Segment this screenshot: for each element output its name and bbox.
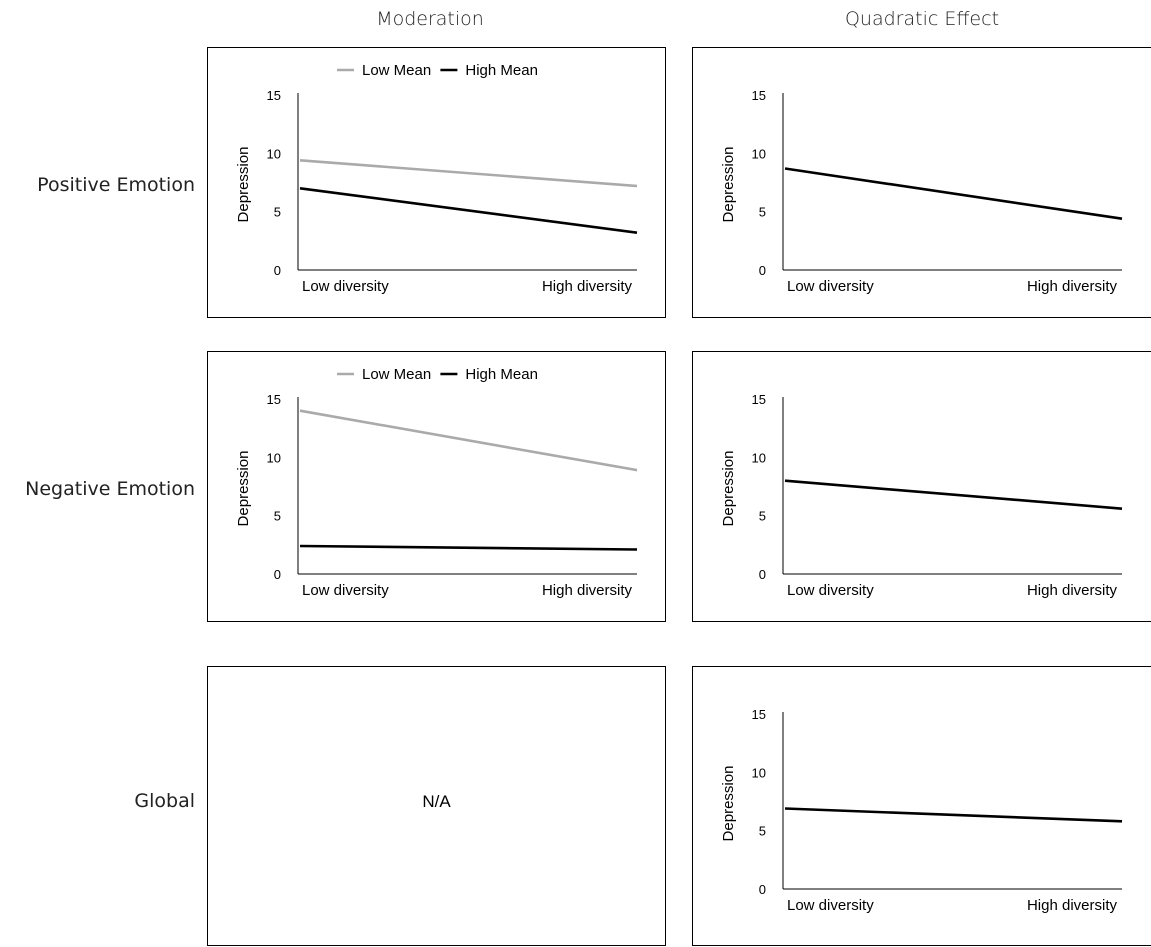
y-tick-label: 10 xyxy=(752,450,766,465)
series-line-fit xyxy=(784,167,1123,220)
y-tick-label: 5 xyxy=(274,509,281,524)
x-tick-label: Low diversity xyxy=(302,582,389,599)
y-tick-label: 0 xyxy=(274,263,281,278)
x-tick-label: Low diversity xyxy=(787,897,874,914)
x-tick-label: High diversity xyxy=(542,278,633,295)
chart-negative-quadratic: 0 5 10 15 Depression Low diversity High divers… xyxy=(720,392,1123,599)
x-tick-label: Low diversity xyxy=(787,582,874,599)
y-tick-label: 5 xyxy=(759,824,766,839)
y-tick-label: 10 xyxy=(267,146,281,161)
panel-global-moderation: N/A xyxy=(207,666,666,946)
y-axis-label: Depression xyxy=(720,147,737,223)
series-line-fit xyxy=(784,807,1123,823)
na-label: N/A xyxy=(422,792,451,811)
y-tick-label: 5 xyxy=(759,205,766,220)
y-tick-label: 15 xyxy=(752,392,766,407)
row-label-global: Global xyxy=(134,790,195,812)
y-tick-label: 0 xyxy=(759,263,766,278)
legend-entry: High Mean xyxy=(465,62,538,79)
chart-global-quadratic: 0 5 10 15 Depression Low diversity High divers… xyxy=(720,707,1123,914)
panel-positive-quadratic: 0 5 10 15 Depression Low diversity High divers… xyxy=(692,47,1151,318)
series-line-low-mean xyxy=(299,409,638,472)
row-label-negative-emotion: Negative Emotion xyxy=(25,478,195,500)
y-tick-label: 10 xyxy=(752,765,766,780)
x-tick-label: High diversity xyxy=(542,582,633,599)
y-tick-label: 15 xyxy=(752,707,766,722)
panel-negative-quadratic: 0 5 10 15 Depression Low diversity High divers… xyxy=(692,351,1151,622)
series-line-high-mean xyxy=(299,187,638,234)
x-tick-label: High diversity xyxy=(1027,278,1118,295)
x-tick-label: High diversity xyxy=(1027,897,1118,914)
series-line-high-mean xyxy=(299,544,638,551)
y-tick-label: 10 xyxy=(752,146,766,161)
column-title-moderation: Moderation xyxy=(376,8,484,30)
y-tick-label: 0 xyxy=(759,882,766,897)
row-label-positive-emotion: Positive Emotion xyxy=(37,174,195,196)
y-axis-label: Depression xyxy=(235,451,252,527)
x-tick-label: Low diversity xyxy=(787,278,874,295)
legend-entry: Low Mean xyxy=(362,366,431,383)
series-line-low-mean xyxy=(299,159,638,188)
y-axis-label: Depression xyxy=(720,451,737,527)
legend-entry: Low Mean xyxy=(362,62,431,79)
chart-negative-moderation: 0 5 10 15 Depression Low diversity High divers… xyxy=(235,366,638,599)
y-tick-label: 15 xyxy=(267,392,281,407)
x-tick-label: High diversity xyxy=(1027,582,1118,599)
x-tick-label: Low diversity xyxy=(302,278,389,295)
y-tick-label: 5 xyxy=(274,205,281,220)
column-title-quadratic-effect: Quadratic Effect xyxy=(844,8,1000,30)
y-tick-label: 5 xyxy=(759,509,766,524)
panel-global-quadratic: 0 5 10 15 Depression Low diversity High divers… xyxy=(692,666,1151,946)
chart-positive-quadratic: 0 5 10 15 Depression Low diversity High divers… xyxy=(720,88,1123,295)
series-line-fit xyxy=(784,479,1123,510)
chart-positive-moderation: 0 5 10 15 Depression Low diversity High divers… xyxy=(235,62,638,295)
legend-entry: High Mean xyxy=(465,366,538,383)
y-tick-label: 15 xyxy=(267,88,281,103)
y-axis-label: Depression xyxy=(720,766,737,842)
y-axis-label: Depression xyxy=(235,147,252,223)
y-tick-label: 0 xyxy=(759,567,766,582)
panel-negative-moderation: 0 5 10 15 Depression Low diversity High divers… xyxy=(207,351,666,622)
y-tick-label: 0 xyxy=(274,567,281,582)
y-tick-label: 10 xyxy=(267,450,281,465)
panel-positive-moderation: 0 5 10 15 Depression Low diversity High divers… xyxy=(207,47,666,318)
y-tick-label: 15 xyxy=(752,88,766,103)
